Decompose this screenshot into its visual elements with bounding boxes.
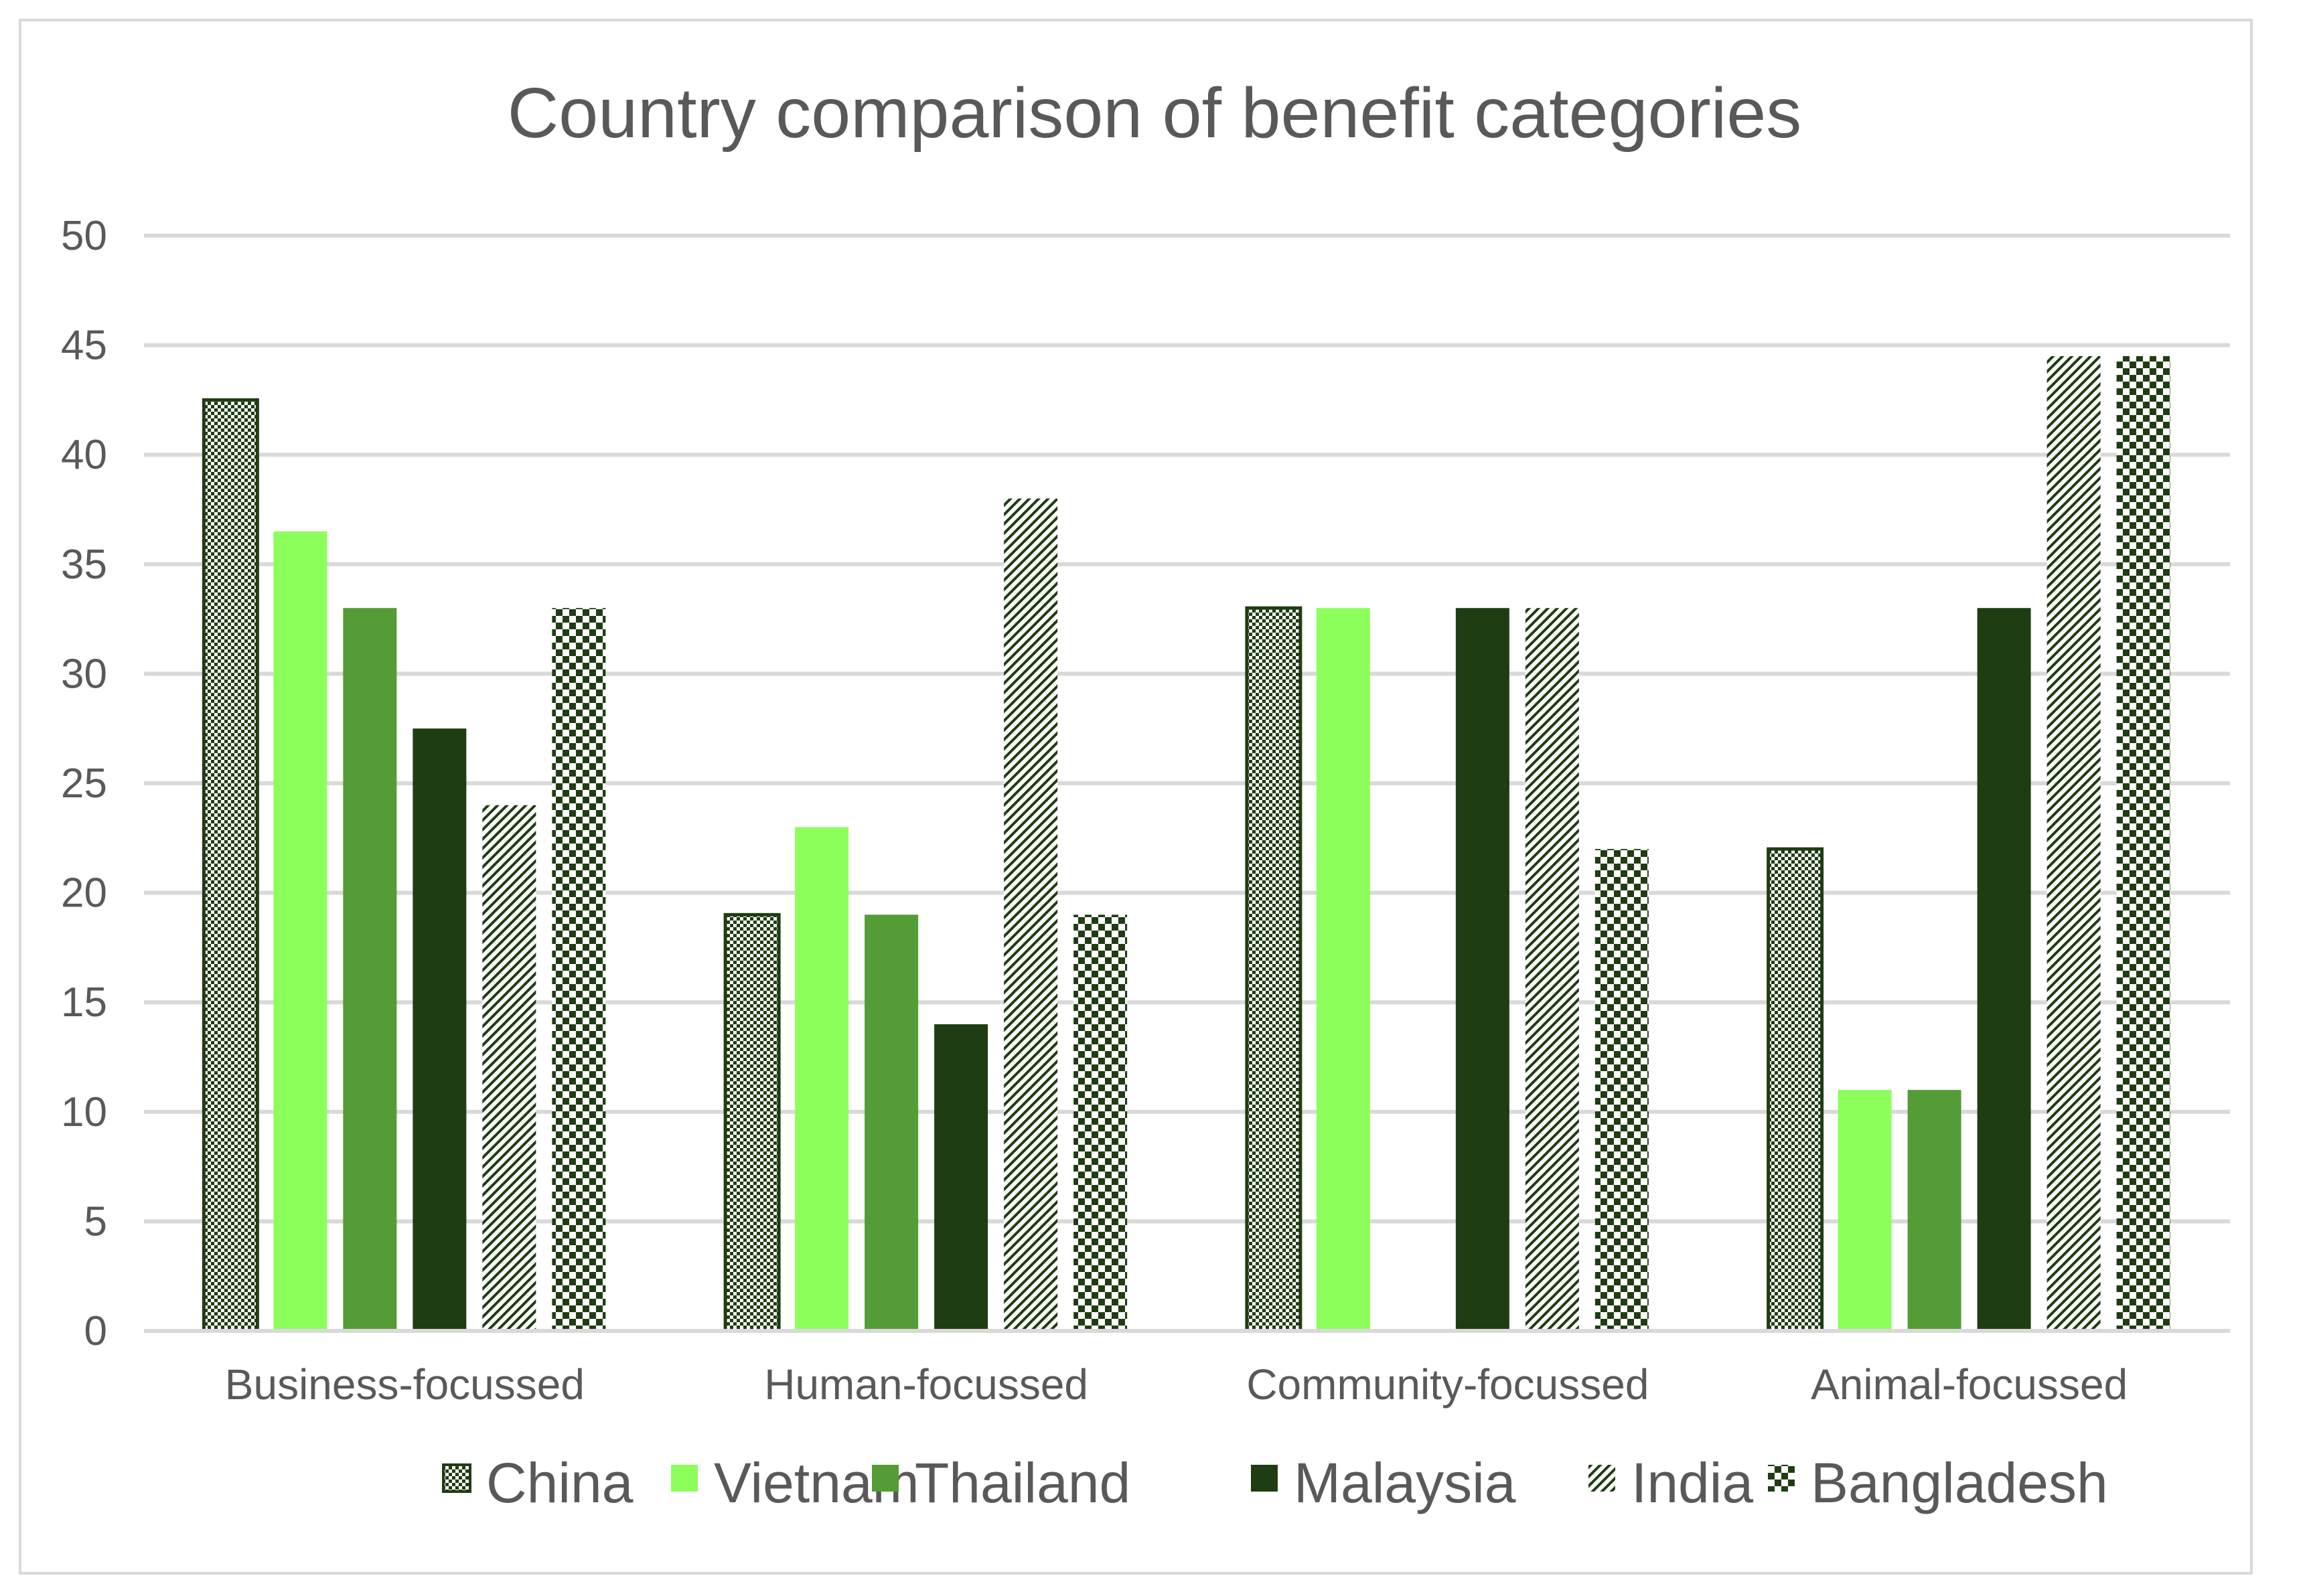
legend-swatch-india [1588, 1465, 1615, 1492]
legend-label-china: China [486, 1451, 634, 1514]
bar-malaysia-human-focussed [934, 1024, 988, 1331]
bar-india-community-focussed [1525, 608, 1579, 1331]
bar-bangladesh-community-focussed [1594, 849, 1649, 1331]
y-tick-label: 15 [61, 979, 107, 1026]
y-tick-label: 5 [84, 1198, 107, 1245]
legend-label-bangladesh: Bangladesh [1811, 1451, 2108, 1514]
legend-label-india: India [1631, 1451, 1753, 1514]
bar-bangladesh-human-focussed [1073, 914, 1128, 1331]
y-tick-label: 40 [61, 432, 107, 478]
y-tick-label: 10 [61, 1089, 107, 1135]
y-tick-label: 0 [84, 1308, 107, 1354]
bar-vietnam-business-focussed [273, 531, 327, 1331]
bar-bangladesh-animal-focussed [2116, 355, 2170, 1332]
y-tick-label: 35 [61, 542, 107, 588]
bar-vietnam-human-focussed [795, 827, 849, 1331]
bar-thailand-animal-focussed [1907, 1090, 1961, 1331]
bar-china-animal-focussed [1767, 847, 1824, 1333]
legend-swatch-vietnam [671, 1465, 698, 1492]
bar-vietnam-animal-focussed [1838, 1090, 1892, 1331]
bar-india-human-focussed [1004, 498, 1058, 1331]
bar-china-community-focussed [1245, 606, 1302, 1333]
bar-thailand-human-focussed [865, 914, 919, 1331]
chart-title: Country comparison of benefit categories [508, 74, 1802, 153]
y-axis-ticks: 0 5 10 15 20 25 30 35 40 45 50 [61, 213, 107, 1354]
category-label: Community-focussed [1246, 1360, 1649, 1409]
y-tick-label: 50 [61, 213, 107, 259]
category-label: Business-focussed [225, 1360, 585, 1409]
bars [202, 355, 2170, 1333]
y-tick-label: 45 [61, 323, 107, 369]
category-label: Human-focussed [764, 1360, 1088, 1409]
category-label: Animal-focussed [1811, 1360, 2128, 1409]
y-tick-label: 25 [61, 761, 107, 807]
legend-swatch-china [442, 1463, 471, 1493]
y-tick-label: 20 [61, 870, 107, 916]
legend-label-malaysia: Malaysia [1294, 1451, 1516, 1514]
x-axis: Business-focussed Human-focussed Community… [144, 1329, 2230, 1409]
bar-india-animal-focussed [2046, 355, 2101, 1332]
y-tick-label: 30 [61, 651, 107, 697]
bar-malaysia-community-focussed [1455, 608, 1509, 1331]
legend-swatch-bangladesh [1768, 1465, 1795, 1492]
bar-vietnam-community-focussed [1316, 608, 1370, 1331]
bar-thailand-business-focussed [343, 608, 397, 1331]
legend-label-thailand: Thailand [915, 1451, 1130, 1514]
bar-malaysia-animal-focussed [1977, 608, 2031, 1331]
bar-bangladesh-business-focussed [552, 608, 606, 1331]
bar-malaysia-business-focussed [413, 728, 467, 1331]
legend-swatch-malaysia [1251, 1465, 1278, 1492]
bar-china-human-focussed [723, 912, 781, 1333]
legend-swatch-thailand [872, 1465, 899, 1492]
bar-india-business-focussed [482, 805, 536, 1331]
bar-china-business-focussed [202, 398, 259, 1333]
